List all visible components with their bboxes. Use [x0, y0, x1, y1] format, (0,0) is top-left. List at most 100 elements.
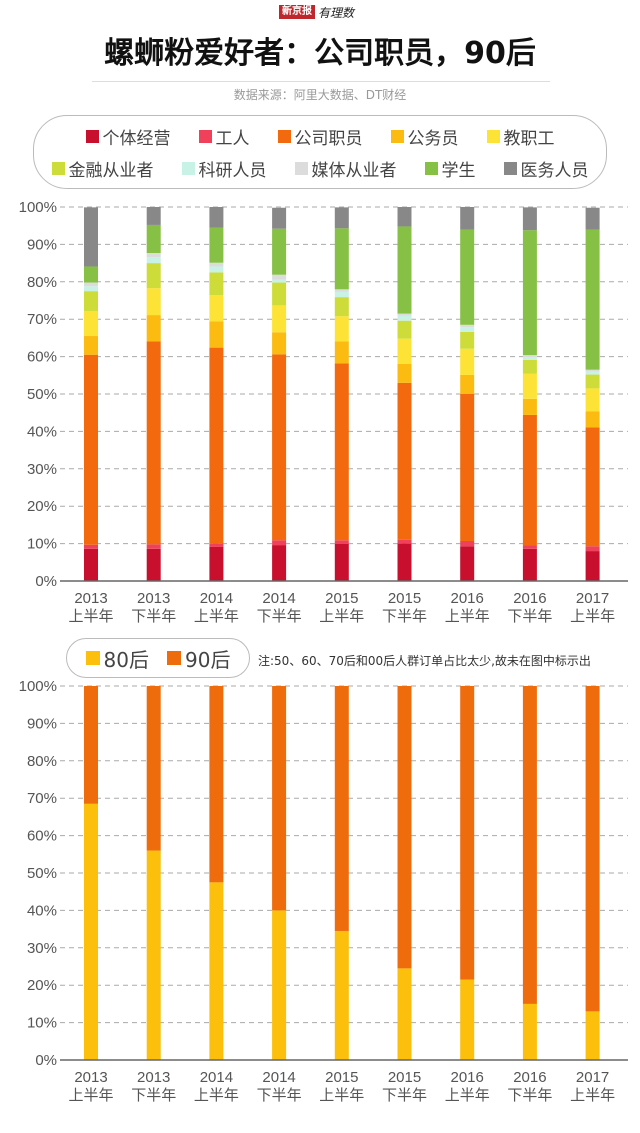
bar-segment [460, 540, 475, 547]
bar-segment [146, 253, 161, 258]
legend-swatch [424, 162, 438, 175]
bar-segment [585, 388, 600, 412]
bar-segment [84, 544, 98, 549]
bar-segment [522, 548, 537, 581]
bar-segment [397, 320, 412, 339]
bar-segment [397, 968, 412, 1060]
bar-segment [585, 1011, 600, 1060]
bar-segment [460, 348, 475, 375]
bar-segment [397, 543, 412, 581]
bar-segment [585, 374, 600, 389]
x-tick-half: 上半年 [68, 1087, 113, 1104]
x-tick-half: 下半年 [257, 608, 302, 625]
x-tick-half: 上半年 [570, 608, 615, 625]
legend-occupation: 个体经营 工人 公司职员 公务员 教职工 金融从业者 科研人员 媒体从业者 学生 医务人员 [33, 115, 607, 189]
bar-segment [585, 686, 600, 1012]
legend-label: 工人 [215, 129, 250, 149]
legend-item: 公务员 [390, 124, 459, 149]
x-tick-year: 2016 [451, 590, 484, 607]
bar-segment [272, 354, 287, 541]
bar-segment [272, 207, 287, 229]
bar-segment [397, 226, 412, 314]
bar-segment [522, 230, 537, 356]
legend-item: 个体经营 [85, 124, 171, 149]
x-tick-year: 2015 [388, 590, 421, 607]
legend-label: 公务员 [407, 129, 459, 149]
bar-segment [334, 207, 349, 229]
legend-swatch [486, 130, 500, 143]
legend-item: 90后 [167, 644, 230, 673]
legend-swatch [390, 130, 404, 143]
bar-segment [334, 341, 349, 364]
bar-segment [272, 274, 287, 280]
x-tick-year: 2017 [576, 1069, 609, 1086]
y-tick-label: 50% [27, 386, 57, 403]
bar-segment [334, 363, 349, 541]
bar-segment [522, 359, 537, 374]
bar-segment [522, 398, 537, 415]
legend-swatch [85, 130, 99, 143]
bar-segment [334, 540, 349, 544]
legend-label: 媒体从业者 [311, 161, 397, 181]
bar-segment [397, 315, 412, 321]
y-tick-label: 100% [19, 199, 57, 216]
bar-segment [522, 686, 537, 1004]
legend-label: 80后 [103, 647, 149, 672]
bar-segment [334, 297, 349, 317]
bar-segment [272, 910, 287, 1060]
legend-swatch [167, 651, 181, 665]
legend-label: 金融从业者 [68, 161, 154, 181]
bar-segment [209, 347, 224, 544]
legend-swatch [503, 162, 517, 175]
x-tick-year: 2014 [200, 590, 233, 607]
x-tick-half: 上半年 [194, 608, 239, 625]
bar-segment [522, 414, 537, 546]
legend-item: 医务人员 [503, 156, 589, 181]
bar-segment [84, 354, 98, 545]
bar-segment [460, 229, 475, 325]
bar-segment [272, 332, 287, 355]
bar-segment [522, 545, 537, 549]
bar-segment [209, 295, 224, 322]
bar-segment [272, 228, 287, 275]
bar-segment [146, 544, 161, 549]
bar-segment [209, 546, 224, 581]
x-tick-year: 2013 [74, 1069, 107, 1086]
bar-segment [84, 803, 98, 1060]
bar-segment [146, 207, 161, 225]
bar-segment [522, 356, 537, 360]
legend-label: 公司职员 [294, 129, 363, 149]
bar-segment [272, 686, 287, 911]
bar-segment [334, 930, 349, 1060]
legend-swatch [277, 130, 291, 143]
x-tick-year: 2014 [262, 1069, 295, 1086]
x-tick-year: 2015 [325, 1069, 358, 1086]
bar-segment [84, 686, 98, 804]
bar-segment [585, 369, 600, 372]
bar-segment [146, 686, 161, 851]
bar-segment [585, 411, 600, 428]
legend-label: 科研人员 [198, 161, 267, 181]
bar-segment [334, 291, 349, 298]
x-tick-year: 2016 [451, 1069, 484, 1086]
bar-segment [397, 382, 412, 540]
legend-item: 教职工 [486, 124, 555, 149]
logo-text: 新京报 [279, 5, 315, 19]
bar-segment [209, 227, 224, 263]
bar-segment [334, 316, 349, 342]
x-tick-half: 下半年 [507, 608, 552, 625]
bar-segment [460, 546, 475, 581]
y-tick-label: 80% [27, 274, 57, 291]
x-tick-year: 2017 [576, 590, 609, 607]
x-tick-year: 2014 [200, 1069, 233, 1086]
y-tick-label: 70% [27, 311, 57, 328]
bar-segment [209, 686, 224, 883]
bar-segment [146, 257, 161, 264]
bar-segment [84, 310, 98, 337]
legend-swatch [85, 651, 100, 665]
title-divider [92, 81, 550, 82]
bar-segment [146, 341, 161, 545]
y-tick-label: 20% [27, 498, 57, 515]
legend-item: 学生 [424, 156, 476, 181]
